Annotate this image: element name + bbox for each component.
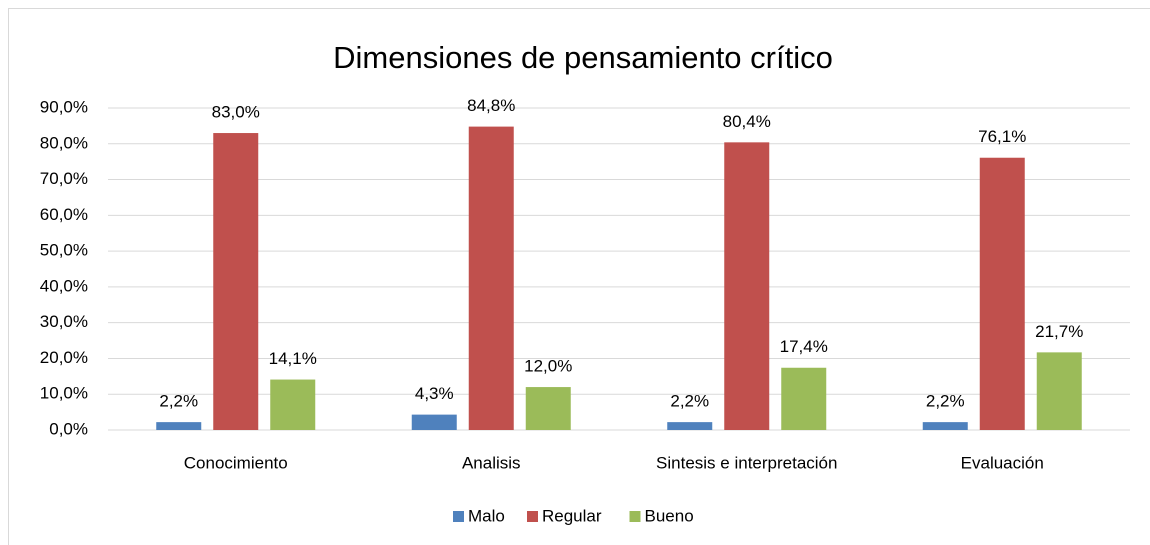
y-tick-label: 30,0%: [40, 312, 88, 331]
bar: [468, 126, 514, 431]
bar: [667, 422, 713, 430]
data-label: 83,0%: [212, 103, 260, 122]
data-label: 12,0%: [524, 357, 572, 376]
bar: [156, 422, 202, 430]
y-tick-label: 60,0%: [40, 205, 88, 224]
bar: [270, 379, 316, 430]
legend-swatch: [527, 511, 538, 522]
y-tick-label: 20,0%: [40, 348, 88, 367]
legend-label: Malo: [468, 506, 505, 525]
data-label: 76,1%: [978, 127, 1026, 146]
chart-border: [8, 8, 1150, 545]
bar: [922, 422, 968, 430]
data-label: 80,4%: [723, 112, 771, 131]
x-tick-label: Analisis: [462, 453, 521, 472]
bar: [724, 142, 770, 430]
y-tick-label: 50,0%: [40, 241, 88, 260]
y-tick-label: 40,0%: [40, 276, 88, 295]
legend-swatch: [453, 511, 464, 522]
legend-swatch: [629, 511, 641, 522]
data-label: 2,2%: [159, 392, 198, 411]
bar: [781, 367, 827, 430]
bar: [979, 157, 1025, 430]
x-tick-label: Sintesis e interpretación: [656, 453, 837, 472]
data-label: 2,2%: [926, 392, 965, 411]
x-tick-label: Evaluación: [961, 453, 1044, 472]
y-tick-label: 0,0%: [49, 419, 88, 438]
bar: [1036, 352, 1082, 430]
x-tick-label: Conocimiento: [184, 453, 288, 472]
y-tick-label: 90,0%: [40, 97, 88, 116]
y-tick-label: 80,0%: [40, 133, 88, 152]
legend-label: Bueno: [645, 506, 694, 525]
chart-title: Dimensiones de pensamiento crítico: [333, 40, 833, 75]
bar: [411, 414, 457, 430]
legend-label: Regular: [542, 506, 602, 525]
y-tick-label: 70,0%: [40, 169, 88, 188]
data-label: 21,7%: [1035, 322, 1083, 341]
bar: [213, 133, 259, 431]
bar: [525, 387, 571, 430]
data-label: 4,3%: [415, 384, 454, 403]
y-tick-label: 10,0%: [40, 384, 88, 403]
data-label: 84,8%: [467, 96, 515, 115]
data-label: 17,4%: [780, 337, 828, 356]
data-label: 14,1%: [269, 349, 317, 368]
data-label: 2,2%: [670, 392, 709, 411]
